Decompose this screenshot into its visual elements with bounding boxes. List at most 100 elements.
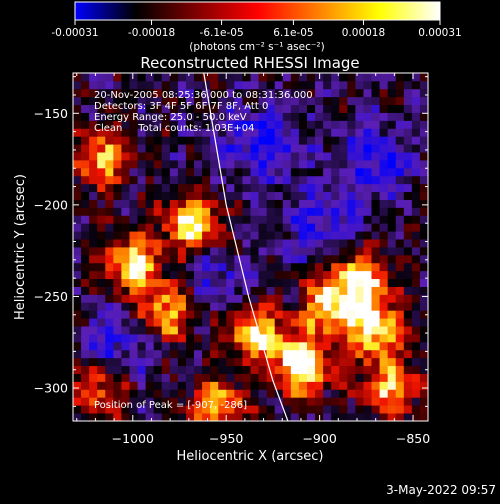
heatmap-cell xyxy=(419,73,428,82)
heatmap-cell xyxy=(363,183,372,193)
heatmap-cell xyxy=(298,373,308,382)
heatmap-cell xyxy=(161,136,171,145)
heatmap-cell xyxy=(355,278,364,287)
heatmap-cell xyxy=(379,191,389,200)
heatmap-cell xyxy=(185,365,195,374)
heatmap-cell xyxy=(306,160,316,169)
heatmap-cell xyxy=(395,349,405,359)
heatmap-cell xyxy=(266,381,276,390)
heatmap-cell xyxy=(113,223,122,232)
heatmap-cell xyxy=(315,175,324,185)
heatmap-cell xyxy=(306,223,316,232)
heatmap-cell xyxy=(355,112,364,121)
heatmap-cell xyxy=(194,365,203,374)
heatmap-cell xyxy=(242,318,251,327)
heatmap-cell xyxy=(371,278,380,287)
heatmap-cell xyxy=(194,73,203,82)
heatmap-cell xyxy=(81,341,90,351)
heatmap-cell xyxy=(210,73,219,82)
heatmap-cell xyxy=(250,334,259,343)
heatmap-cell xyxy=(258,302,268,311)
heatmap-cell xyxy=(387,128,397,137)
heatmap-cell xyxy=(282,286,292,295)
heatmap-cell xyxy=(403,96,413,106)
heatmap-cell xyxy=(218,310,227,319)
heatmap-cell xyxy=(258,286,268,295)
heatmap-cell xyxy=(339,160,348,169)
heatmap-cell xyxy=(258,199,268,208)
heatmap-cell xyxy=(306,175,316,185)
heatmap-cell xyxy=(331,136,340,145)
heatmap-cell xyxy=(339,136,348,145)
heatmap-cell xyxy=(121,152,130,161)
heatmap-cell xyxy=(395,365,405,374)
heatmap-cell xyxy=(226,373,235,382)
heatmap-cell xyxy=(298,136,308,145)
heatmap-cell xyxy=(234,128,243,137)
peak-position-label: Position of Peak = [-907, -286] xyxy=(94,400,247,411)
heatmap-cell xyxy=(379,80,389,90)
heatmap-cell xyxy=(411,112,421,121)
heatmap-cell xyxy=(218,160,227,169)
heatmap-cell xyxy=(419,80,428,90)
heatmap-cell xyxy=(355,318,364,327)
heatmap-cell xyxy=(379,294,389,303)
heatmap-cell xyxy=(81,405,90,414)
heatmap-cell xyxy=(73,175,82,185)
heatmap-cell xyxy=(129,318,138,327)
heatmap-cell xyxy=(339,381,348,390)
heatmap-cell xyxy=(153,199,163,208)
heatmap-cell xyxy=(129,191,138,200)
heatmap-cell xyxy=(298,326,308,335)
heatmap-cell xyxy=(355,326,364,335)
x-axis-label: Heliocentric X (arcsec) xyxy=(177,449,324,464)
heatmap-cell xyxy=(81,254,90,264)
heatmap-cell xyxy=(194,357,203,367)
heatmap-cell xyxy=(403,128,413,137)
heatmap-cell xyxy=(274,96,284,106)
heatmap-cell xyxy=(387,175,397,185)
heatmap-cell xyxy=(419,334,428,343)
heatmap-cell xyxy=(145,389,155,398)
heatmap-cell xyxy=(298,96,308,106)
heatmap-cell xyxy=(282,215,292,224)
heatmap-cell xyxy=(226,413,235,421)
heatmap-cell xyxy=(169,73,179,82)
heatmap-cell xyxy=(145,112,155,121)
heatmap-cell xyxy=(121,112,130,121)
heatmap-cell xyxy=(250,278,259,287)
heatmap-cell xyxy=(331,270,340,280)
heatmap-cell xyxy=(81,144,90,153)
heatmap-cell xyxy=(161,286,171,295)
heatmap-cell xyxy=(347,247,356,256)
heatmap-cell xyxy=(323,349,332,359)
heatmap-cell xyxy=(97,160,106,169)
heatmap-cell xyxy=(298,397,308,406)
heatmap-cell xyxy=(379,310,389,319)
heatmap-cell xyxy=(306,96,316,106)
heatmap-cell xyxy=(347,112,356,121)
heatmap-cell xyxy=(387,144,397,153)
heatmap-cell xyxy=(81,278,90,287)
heatmap-cell xyxy=(97,247,106,256)
heatmap-cell xyxy=(363,294,372,303)
heatmap-cell xyxy=(218,191,227,200)
heatmap-cell xyxy=(218,104,227,113)
heatmap-cell xyxy=(137,207,147,216)
heatmap-cell xyxy=(306,262,316,272)
heatmap-cell xyxy=(89,199,98,208)
heatmap-cell xyxy=(73,278,82,287)
heatmap-cell xyxy=(97,239,106,248)
heatmap-cell xyxy=(89,286,98,295)
heatmap-cell xyxy=(298,215,308,224)
heatmap-cell xyxy=(105,223,114,232)
heatmap-cell xyxy=(290,254,300,264)
heatmap-cell xyxy=(323,167,332,177)
heatmap-cell xyxy=(250,397,259,406)
heatmap-cell xyxy=(185,96,195,106)
heatmap-cell xyxy=(161,223,171,232)
heatmap-cell xyxy=(194,152,203,161)
heatmap-cell xyxy=(274,191,284,200)
heatmap-cell xyxy=(274,223,284,232)
heatmap-cell xyxy=(97,302,106,311)
